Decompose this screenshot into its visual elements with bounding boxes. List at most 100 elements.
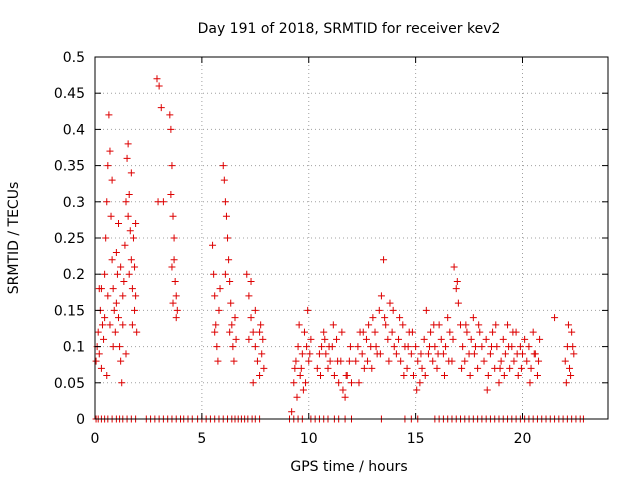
data-point [249,379,257,387]
data-point [109,285,117,293]
data-point [377,292,385,300]
data-point [429,357,437,365]
data-point [501,350,509,358]
data-point [399,321,407,329]
data-point [259,335,267,343]
data-point [492,321,500,329]
axis-ticks: 0 0.05 0.1 0.15 0.2 0.25 0.3 0.35 0.4 0.45 0.5 0 5 10… [54,50,608,447]
data-point [95,350,103,358]
data-point [227,299,235,307]
data-point [422,306,430,314]
data-point [102,234,110,242]
x-tick-label: 0 [91,431,100,447]
data-point [474,364,482,372]
data-point [469,314,477,322]
data-point [495,379,503,387]
data-point [404,343,412,351]
data-point [260,364,268,372]
data-point [478,343,486,351]
data-point [294,343,302,351]
data-point [101,314,109,322]
y-tick-label: 0.3 [63,195,85,211]
data-point [326,357,334,365]
data-point [505,343,513,351]
data-point [103,198,111,206]
data-point [390,343,398,351]
data-point [304,306,312,314]
data-point [359,328,367,336]
data-point [112,299,120,307]
data-point [92,357,100,365]
data-point [418,364,426,372]
data-point [335,379,343,387]
data-point [384,335,392,343]
data-point [458,364,466,372]
data-point [567,372,575,380]
data-point [396,314,404,322]
data-point [409,372,417,380]
data-point [339,386,347,394]
data-point [497,357,505,365]
data-point [424,350,432,358]
data-point [333,335,341,343]
data-point [372,343,380,351]
data-point [307,335,315,343]
data-point [529,328,537,336]
data-point [360,364,368,372]
data-point [305,357,313,365]
data-point [172,314,180,322]
chart-title: Day 191 of 2018, SRMTID for receiver kev… [198,21,501,37]
data-point [211,292,219,300]
data-point [95,285,103,293]
data-point [120,277,128,285]
data-point [113,270,121,278]
data-point [170,234,178,242]
data-point [112,248,120,256]
data-point [368,364,376,372]
data-point [245,292,253,300]
data-point [243,270,251,278]
data-point [119,292,127,300]
data-point [499,335,507,343]
data-point [535,357,543,365]
data-point [427,328,435,336]
data-point [439,350,447,358]
y-tick-label: 0.45 [54,86,85,102]
data-point [382,321,390,329]
data-point [219,162,227,170]
data-point [317,372,325,380]
data-point [306,350,314,358]
data-point [470,350,478,358]
data-point [211,328,219,336]
data-point [303,343,311,351]
data-point [128,285,136,293]
data-point [489,328,497,336]
x-tick-label: 5 [197,431,206,447]
data-point [94,328,102,336]
data-point [322,350,330,358]
data-point [486,350,494,358]
data-point [516,343,524,351]
data-point [251,306,259,314]
data-point [421,372,429,380]
y-tick-label: 0.05 [54,376,85,392]
data-point [467,335,475,343]
data-point [513,350,521,358]
data-point [213,343,221,351]
data-point [355,379,363,387]
data-point [256,328,264,336]
data-point [302,379,310,387]
data-point [437,335,445,343]
data-point [484,372,492,380]
data-point [475,321,483,329]
data-point [122,198,130,206]
data-point [251,343,259,351]
data-point [128,321,136,329]
data-point [229,343,237,351]
data-point [109,343,117,351]
data-point [389,306,397,314]
data-point [169,299,177,307]
y-tick-label: 0.5 [63,50,85,66]
data-point [129,234,137,242]
